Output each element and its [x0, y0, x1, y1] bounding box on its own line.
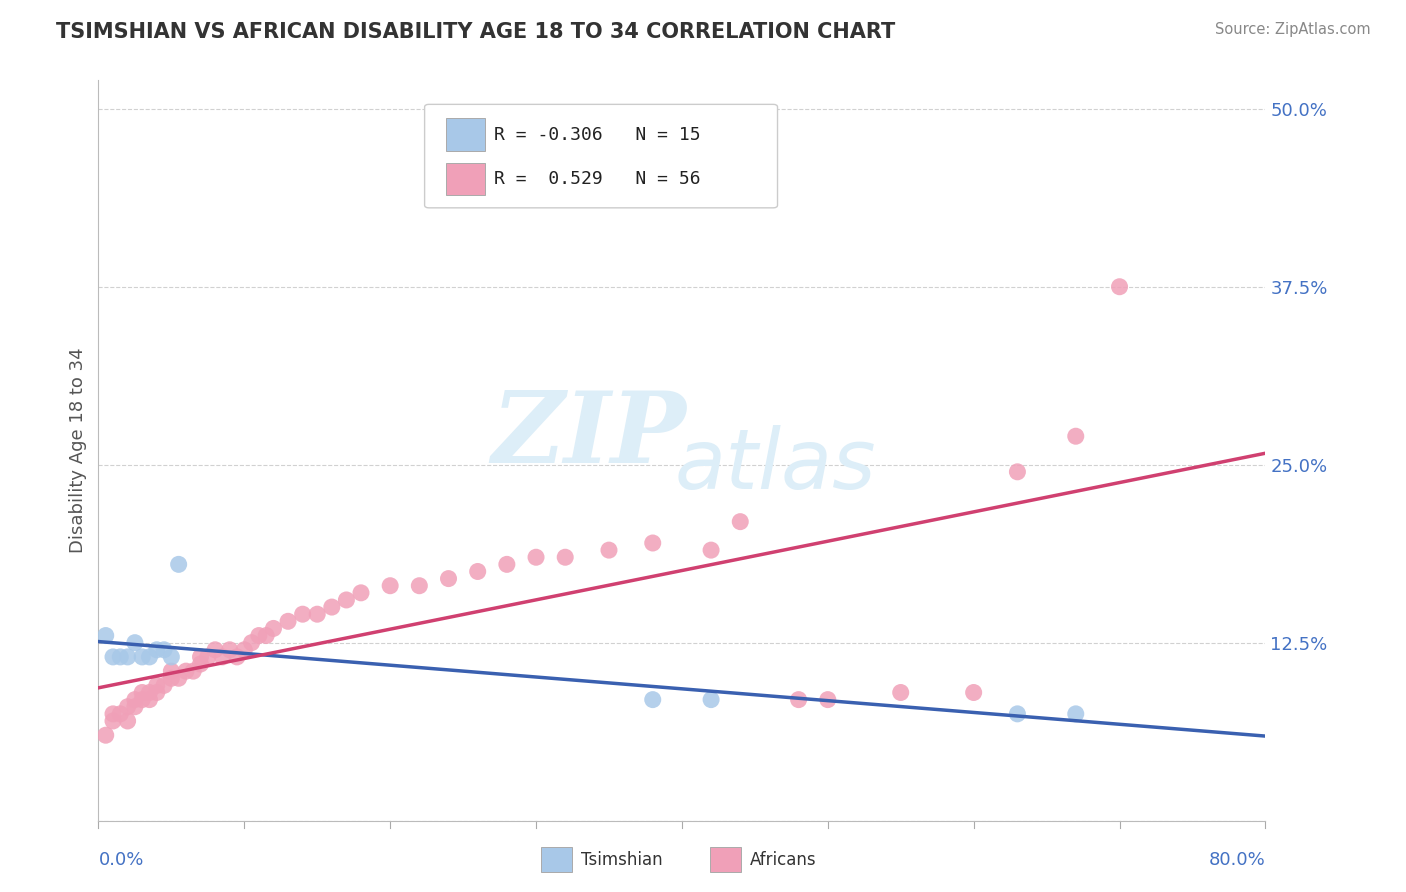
- Point: [110, 649, 132, 664]
- Point: [110, 706, 132, 721]
- Point: [335, 593, 357, 607]
- Point: [138, 649, 160, 664]
- Point: [117, 699, 139, 714]
- Text: R =  0.529   N = 56: R = 0.529 N = 56: [494, 169, 700, 187]
- Point: [131, 685, 153, 699]
- Point: [277, 615, 299, 629]
- Point: [101, 649, 124, 664]
- Point: [890, 685, 912, 699]
- Point: [437, 572, 460, 586]
- Text: Tsimshian: Tsimshian: [581, 851, 662, 869]
- Point: [496, 558, 519, 572]
- Point: [218, 642, 240, 657]
- Point: [153, 642, 176, 657]
- Point: [117, 714, 139, 728]
- Point: [146, 642, 169, 657]
- Point: [94, 728, 117, 742]
- Point: [700, 692, 723, 706]
- Text: atlas: atlas: [675, 425, 876, 506]
- Point: [254, 628, 277, 642]
- Point: [524, 550, 547, 565]
- Text: ZIP: ZIP: [491, 387, 686, 483]
- Point: [160, 664, 183, 678]
- Point: [174, 664, 197, 678]
- Point: [146, 685, 169, 699]
- Point: [730, 515, 752, 529]
- Point: [700, 543, 723, 558]
- Point: [190, 657, 212, 671]
- Point: [160, 649, 183, 664]
- Point: [211, 649, 233, 664]
- Point: [380, 579, 402, 593]
- Point: [1108, 279, 1130, 293]
- Point: [1064, 706, 1087, 721]
- Point: [124, 699, 146, 714]
- Point: [146, 678, 169, 692]
- Point: [262, 622, 284, 636]
- Point: [598, 543, 620, 558]
- Text: R = -0.306   N = 15: R = -0.306 N = 15: [494, 126, 700, 144]
- Point: [138, 692, 160, 706]
- Point: [124, 635, 146, 649]
- Text: Africans: Africans: [749, 851, 815, 869]
- Point: [641, 536, 664, 550]
- Point: [1007, 465, 1029, 479]
- Point: [124, 692, 146, 706]
- Point: [167, 671, 190, 685]
- Text: Source: ZipAtlas.com: Source: ZipAtlas.com: [1215, 22, 1371, 37]
- Point: [554, 550, 576, 565]
- Point: [160, 671, 183, 685]
- Point: [138, 685, 160, 699]
- Point: [181, 664, 204, 678]
- Point: [291, 607, 314, 622]
- Point: [962, 685, 984, 699]
- Point: [117, 649, 139, 664]
- Point: [1007, 706, 1029, 721]
- Point: [1064, 429, 1087, 443]
- Text: 80.0%: 80.0%: [1209, 851, 1265, 869]
- Point: [233, 642, 256, 657]
- Point: [321, 600, 343, 615]
- Point: [641, 692, 664, 706]
- Point: [408, 579, 430, 593]
- Y-axis label: Disability Age 18 to 34: Disability Age 18 to 34: [69, 348, 87, 553]
- Point: [197, 649, 219, 664]
- Point: [817, 692, 839, 706]
- Point: [131, 692, 153, 706]
- Point: [787, 692, 810, 706]
- Point: [167, 558, 190, 572]
- Point: [467, 565, 489, 579]
- Point: [226, 649, 249, 664]
- Point: [350, 586, 373, 600]
- Text: TSIMSHIAN VS AFRICAN DISABILITY AGE 18 TO 34 CORRELATION CHART: TSIMSHIAN VS AFRICAN DISABILITY AGE 18 T…: [56, 22, 896, 42]
- Point: [101, 706, 124, 721]
- Point: [153, 678, 176, 692]
- Text: 0.0%: 0.0%: [98, 851, 143, 869]
- Point: [240, 635, 263, 649]
- Point: [204, 642, 226, 657]
- Point: [94, 628, 117, 642]
- Point: [190, 649, 212, 664]
- Point: [131, 649, 153, 664]
- Point: [307, 607, 329, 622]
- Point: [247, 628, 270, 642]
- Point: [101, 714, 124, 728]
